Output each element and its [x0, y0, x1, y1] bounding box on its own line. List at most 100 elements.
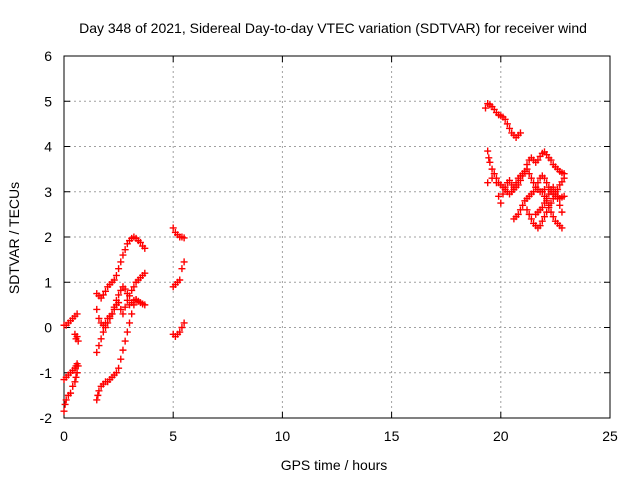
y-tick-label: 2: [44, 229, 52, 245]
data-point: [492, 179, 500, 187]
data-point: [169, 224, 177, 232]
data-point: [69, 382, 77, 390]
data-point: [488, 165, 496, 173]
y-tick-label: 6: [44, 48, 52, 64]
data-point: [510, 183, 518, 191]
data-point: [115, 299, 123, 307]
data-point: [519, 201, 527, 209]
data-point: [540, 174, 548, 182]
data-point: [486, 158, 494, 166]
series-arc-j: [169, 224, 188, 242]
x-tick-label: 20: [493, 428, 509, 444]
data-point: [101, 319, 109, 327]
data-point: [67, 389, 75, 397]
data-point: [73, 310, 81, 318]
data-point: [178, 324, 186, 331]
x-tick-label: 0: [60, 428, 68, 444]
data-point: [72, 373, 80, 381]
data-point: [512, 179, 520, 187]
data-point: [484, 147, 492, 155]
data-point: [534, 156, 542, 164]
data-point: [119, 346, 127, 354]
data-point: [180, 234, 188, 242]
data-point: [482, 104, 490, 112]
data-point: [556, 201, 564, 209]
series-arc-e: [93, 233, 149, 302]
x-tick-label: 15: [384, 428, 400, 444]
data-point: [93, 348, 101, 356]
y-tick-label: 0: [44, 320, 52, 336]
series-arc-o: [484, 165, 548, 207]
data-point: [132, 296, 140, 304]
data-point: [516, 129, 524, 137]
data-point: [560, 174, 568, 182]
y-axis-label: SDTVAR / TECUs: [6, 182, 22, 294]
data-point: [543, 179, 551, 187]
data-point: [73, 369, 81, 377]
data-point: [523, 165, 531, 173]
series-arc-k: [169, 258, 188, 291]
data-point: [61, 400, 69, 408]
data-point: [558, 224, 566, 232]
data-point: [180, 258, 188, 266]
y-tick-label: 1: [44, 274, 52, 290]
data-point: [126, 292, 134, 300]
data-point: [490, 170, 498, 178]
data-point: [108, 310, 116, 318]
data-point: [540, 213, 548, 221]
data-point: [543, 197, 551, 205]
data-point: [506, 124, 514, 132]
data-point: [549, 183, 557, 191]
data-point: [549, 195, 557, 203]
y-tick-label: 4: [44, 139, 52, 155]
data-point: [551, 188, 559, 196]
data-point: [121, 246, 129, 254]
data-point: [141, 301, 149, 309]
data-point: [62, 396, 70, 404]
data-point: [99, 328, 107, 336]
data-point: [97, 335, 105, 343]
data-point: [538, 217, 546, 225]
data-point: [112, 271, 120, 279]
data-point: [488, 174, 496, 182]
data-point: [128, 310, 136, 318]
data-point: [95, 342, 103, 350]
series-arc-a: [60, 310, 81, 329]
data-point: [121, 285, 129, 293]
data-point: [141, 244, 149, 252]
data-point: [534, 179, 542, 187]
data-point: [117, 355, 125, 363]
data-point: [545, 190, 553, 198]
data-point: [530, 188, 538, 196]
plot-frame: [63, 55, 611, 419]
data-point: [117, 286, 125, 294]
data-point: [495, 192, 503, 200]
data-point: [115, 265, 123, 273]
series-arc-b: [71, 330, 82, 345]
data-point: [180, 319, 188, 327]
x-tick-label: 5: [169, 428, 177, 444]
data-point: [117, 305, 125, 313]
data-point: [176, 276, 184, 284]
data-point: [94, 391, 102, 399]
data-point: [484, 179, 492, 187]
data-point: [95, 387, 103, 395]
data-point: [538, 204, 546, 212]
data-point: [115, 364, 123, 372]
data-point: [115, 291, 123, 299]
data-point: [558, 178, 566, 186]
data-point: [130, 301, 138, 309]
data-points: [60, 100, 568, 415]
data-point: [71, 378, 79, 386]
data-point: [558, 208, 566, 216]
data-point: [560, 192, 568, 200]
data-point: [547, 208, 555, 216]
series-arc-i: [93, 296, 140, 404]
data-point: [501, 183, 509, 191]
data-point: [121, 303, 129, 311]
data-point: [141, 269, 149, 277]
series-arc-l: [169, 319, 188, 341]
series-arc-m: [482, 100, 524, 141]
data-point: [95, 314, 103, 322]
